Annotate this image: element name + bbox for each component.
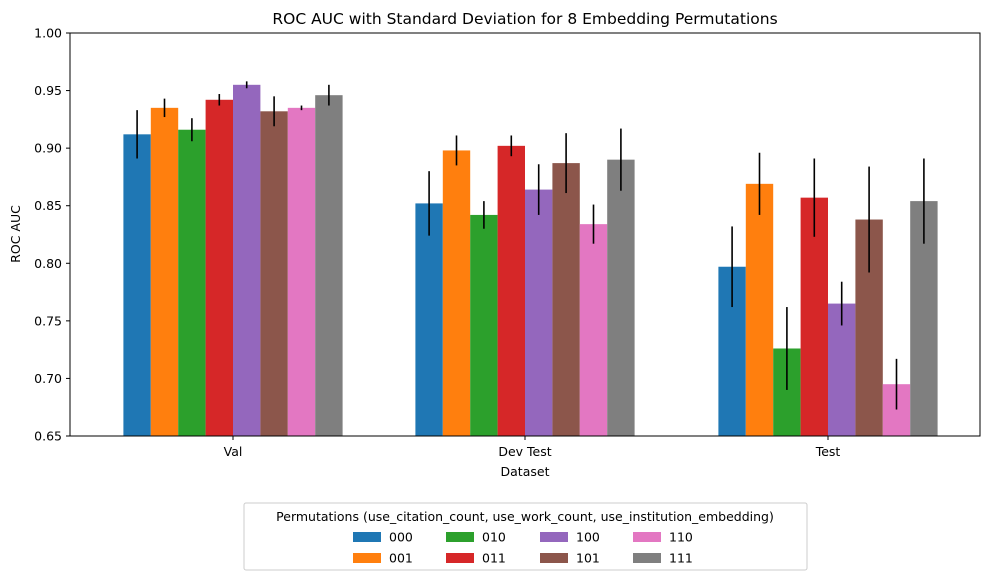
legend-label-110: 110 [669,530,693,545]
x-axis-label: Dataset [501,464,550,479]
bar-011-val [205,99,233,436]
y-tick-label: 0.85 [34,198,62,213]
legend-label-010: 010 [482,530,506,545]
legend-label-111: 111 [669,551,693,566]
legend-label-101: 101 [576,551,600,566]
chart-title: ROC AUC with Standard Deviation for 8 Em… [272,10,777,28]
y-tick-label: 0.65 [34,429,62,444]
y-tick-label: 0.70 [34,371,62,386]
legend-swatch-101 [540,553,568,563]
y-axis-label: ROC AUC [8,205,23,263]
legend-label-100: 100 [576,530,600,545]
x-tick-label: Test [815,444,841,459]
bar-010-val [178,129,206,436]
bar-001-dev-test [442,150,471,436]
bar-001-val [150,107,179,436]
x-tick-label: Dev Test [498,444,551,459]
legend-swatch-111 [633,553,661,563]
plot-area: 0.65 0.70 0.75 0.80 0.85 0.90 0.95 1.00 Val Dev T… [34,26,981,459]
legend-swatch-000 [353,532,381,542]
legend-label-000: 000 [389,530,413,545]
bar-011-test [800,197,828,436]
legend-swatch-110 [633,532,661,542]
y-tick-label: 0.90 [34,141,62,156]
y-tick-label: 1.00 [34,26,62,41]
legend-swatch-011 [446,553,474,563]
legend-frame [243,502,808,571]
bar-010-dev-test [470,214,498,436]
bar-100-dev-test [525,189,553,436]
bar-110-val [287,107,316,436]
bar-100-val [233,84,261,436]
bar-111-val [315,95,343,437]
bar-000-val [123,134,151,436]
bar-000-dev-test [415,203,443,436]
legend-items: 000 001 010 011 100 101 110 111 [353,530,693,566]
legend-label-011: 011 [482,551,506,566]
x-tick-label: Val [224,444,243,459]
bar-110-dev-test [579,224,608,436]
bar-011-dev-test [497,145,525,436]
legend-title: Permutations (use_citation_count, use_wo… [276,509,774,524]
y-tick-label: 0.95 [34,83,62,98]
bar-101-val [260,111,288,437]
legend-swatch-001 [353,553,381,563]
legend-swatch-100 [540,532,568,542]
legend-label-001: 001 [389,551,413,566]
bar-100-test [828,303,856,436]
legend: Permutations (use_citation_count, use_wo… [243,502,808,571]
bar-001-test [745,183,774,436]
bar-111-dev-test [607,159,635,436]
bar-101-dev-test [552,163,580,437]
y-tick-label: 0.75 [34,313,62,328]
y-tick-label: 0.80 [34,256,62,271]
legend-swatch-010 [446,532,474,542]
